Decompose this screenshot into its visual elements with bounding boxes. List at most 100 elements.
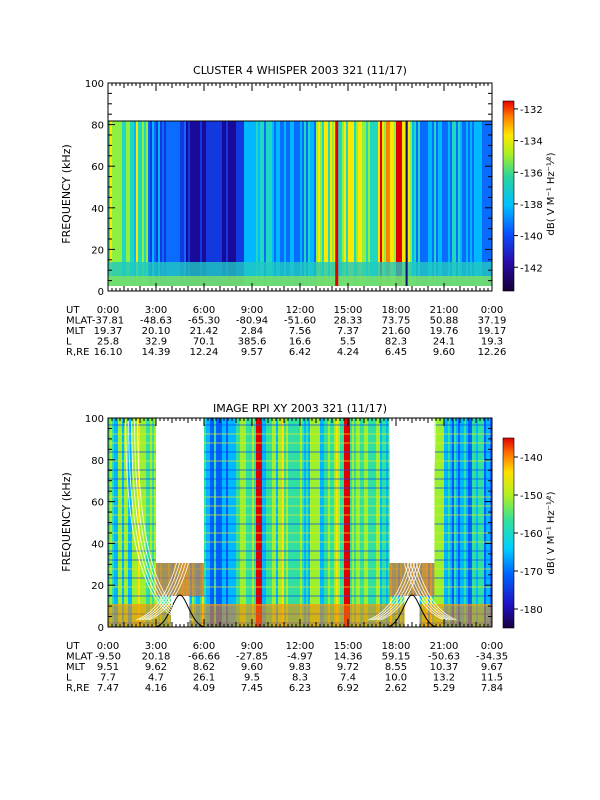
ephemeris-value: 6.23 [289, 683, 311, 694]
spectrogram-column [248, 121, 250, 286]
spectrogram-column [328, 121, 330, 286]
spectrogram-column [286, 121, 288, 286]
spectrogram-column [142, 121, 144, 286]
ephemeris-value: 6.92 [337, 683, 359, 694]
spectrogram-column [214, 121, 216, 286]
ephemeris-value: 9.60 [241, 662, 263, 673]
gyrofrequency-curve [392, 419, 448, 621]
spectrogram-column [232, 121, 234, 286]
spectrogram-column [288, 121, 290, 286]
spectrogram-column [292, 121, 294, 286]
spectrogram-column [468, 418, 470, 627]
spectrogram-column [280, 121, 282, 286]
gyrofrequency-curve [368, 419, 424, 621]
spectrogram-column [122, 121, 124, 286]
spectrogram-column [312, 418, 314, 627]
spectrogram-column [154, 121, 156, 286]
spectrogram-column [264, 121, 266, 286]
spectrogram-column [184, 121, 186, 286]
spectrogram-column [418, 121, 420, 286]
spectrogram-stripe [108, 568, 492, 570]
spectrogram-column [374, 121, 376, 286]
spectrogram-column [152, 418, 154, 627]
spectrogram-column [136, 418, 138, 627]
colorbar-tick-label: -150 [520, 491, 543, 502]
spectrogram-column [298, 418, 300, 627]
spectrogram-column [254, 418, 256, 627]
gyrofrequency-curve [125, 419, 181, 621]
ephemeris-value: 10.37 [430, 662, 459, 673]
spectrogram-column [170, 121, 172, 286]
spectrogram-column [142, 418, 144, 627]
spectrogram-column [126, 418, 128, 627]
spectrogram-column [346, 418, 348, 627]
spectrogram-column [486, 418, 488, 627]
spectrogram-column [150, 121, 152, 286]
spectrogram-column [330, 121, 332, 286]
x-tick-label: 0:00 [481, 305, 503, 316]
spectrogram-column [160, 121, 162, 286]
spectrogram-column [346, 121, 348, 286]
spectrogram-column [438, 418, 440, 627]
spectrogram-column [152, 121, 154, 286]
ephemeris-value: 19.17 [478, 326, 507, 337]
gyrofrequency-curve [137, 419, 193, 621]
gyrofrequency-curve [145, 419, 201, 621]
spectrogram-column [360, 418, 362, 627]
spectrogram-column [472, 418, 474, 627]
spectrogram-column [454, 121, 456, 286]
spectrogram-column [318, 418, 320, 627]
spectrogram-column [112, 418, 114, 627]
spectrogram-column [344, 418, 346, 627]
ephemeris-value: 14.39 [142, 347, 171, 358]
spectrogram-column [236, 121, 238, 286]
spectrogram-column [438, 121, 440, 286]
spectrogram-cluster [108, 121, 492, 286]
colorbar-ticks: -132 -134 -136 -138 -140 -142 [514, 105, 543, 274]
data-gap [389, 418, 435, 563]
spectrogram-column [120, 418, 122, 627]
spectrogram-column [348, 121, 350, 286]
ephemeris-row-label: L [66, 673, 72, 684]
spectrogram-column [302, 121, 304, 286]
spectrogram-column [200, 121, 202, 286]
spectrogram-column [380, 121, 382, 286]
spectrogram-column [350, 418, 352, 627]
spectrogram-column [240, 121, 242, 286]
spectrogram-column [256, 418, 258, 627]
spectrogram-column [114, 121, 116, 286]
spectrogram-column [206, 121, 208, 286]
spectrogram-column [378, 418, 380, 627]
spectrogram-column [340, 418, 342, 627]
spectrogram-column [384, 121, 386, 286]
spectrogram-column [220, 121, 222, 286]
spectrogram-column [144, 418, 146, 627]
ephemeris-row-label: MLAT [66, 316, 93, 327]
spectrogram-column [282, 121, 284, 286]
spectrogram-column [464, 418, 466, 627]
ephemeris-value: 5.5 [340, 337, 356, 348]
spectrogram-column [384, 418, 386, 627]
x-tick-label: 3:00 [145, 305, 167, 316]
x-axis [107, 418, 493, 627]
spectrogram-column [272, 121, 274, 286]
ephemeris-value: 4.16 [145, 683, 167, 694]
gyrofrequency-curve [380, 419, 436, 621]
spectrogram-column [382, 121, 384, 286]
spectrogram-column [146, 418, 148, 627]
spectrogram-column [350, 121, 352, 286]
panel-cluster: CLUSTER 4 WHISPER 2003 321 (11/17) FREQU… [60, 64, 557, 358]
spectrogram-column [440, 418, 442, 627]
colorbar-label: dB( V M⁻¹ Hz⁻¹⁄²) [546, 491, 557, 574]
ephemeris-value: 9.67 [481, 662, 503, 673]
spectrogram-column [306, 121, 308, 286]
spectrogram-column [360, 121, 362, 286]
spectrogram-column [282, 418, 284, 627]
spectrogram-column [480, 418, 482, 627]
spectrogram-column [434, 121, 436, 286]
spectrogram-column [260, 418, 262, 627]
ephemeris-value: 385.6 [238, 337, 267, 348]
spectrogram-column [358, 418, 360, 627]
colorbar [502, 100, 515, 292]
spectrogram-column [322, 418, 324, 627]
